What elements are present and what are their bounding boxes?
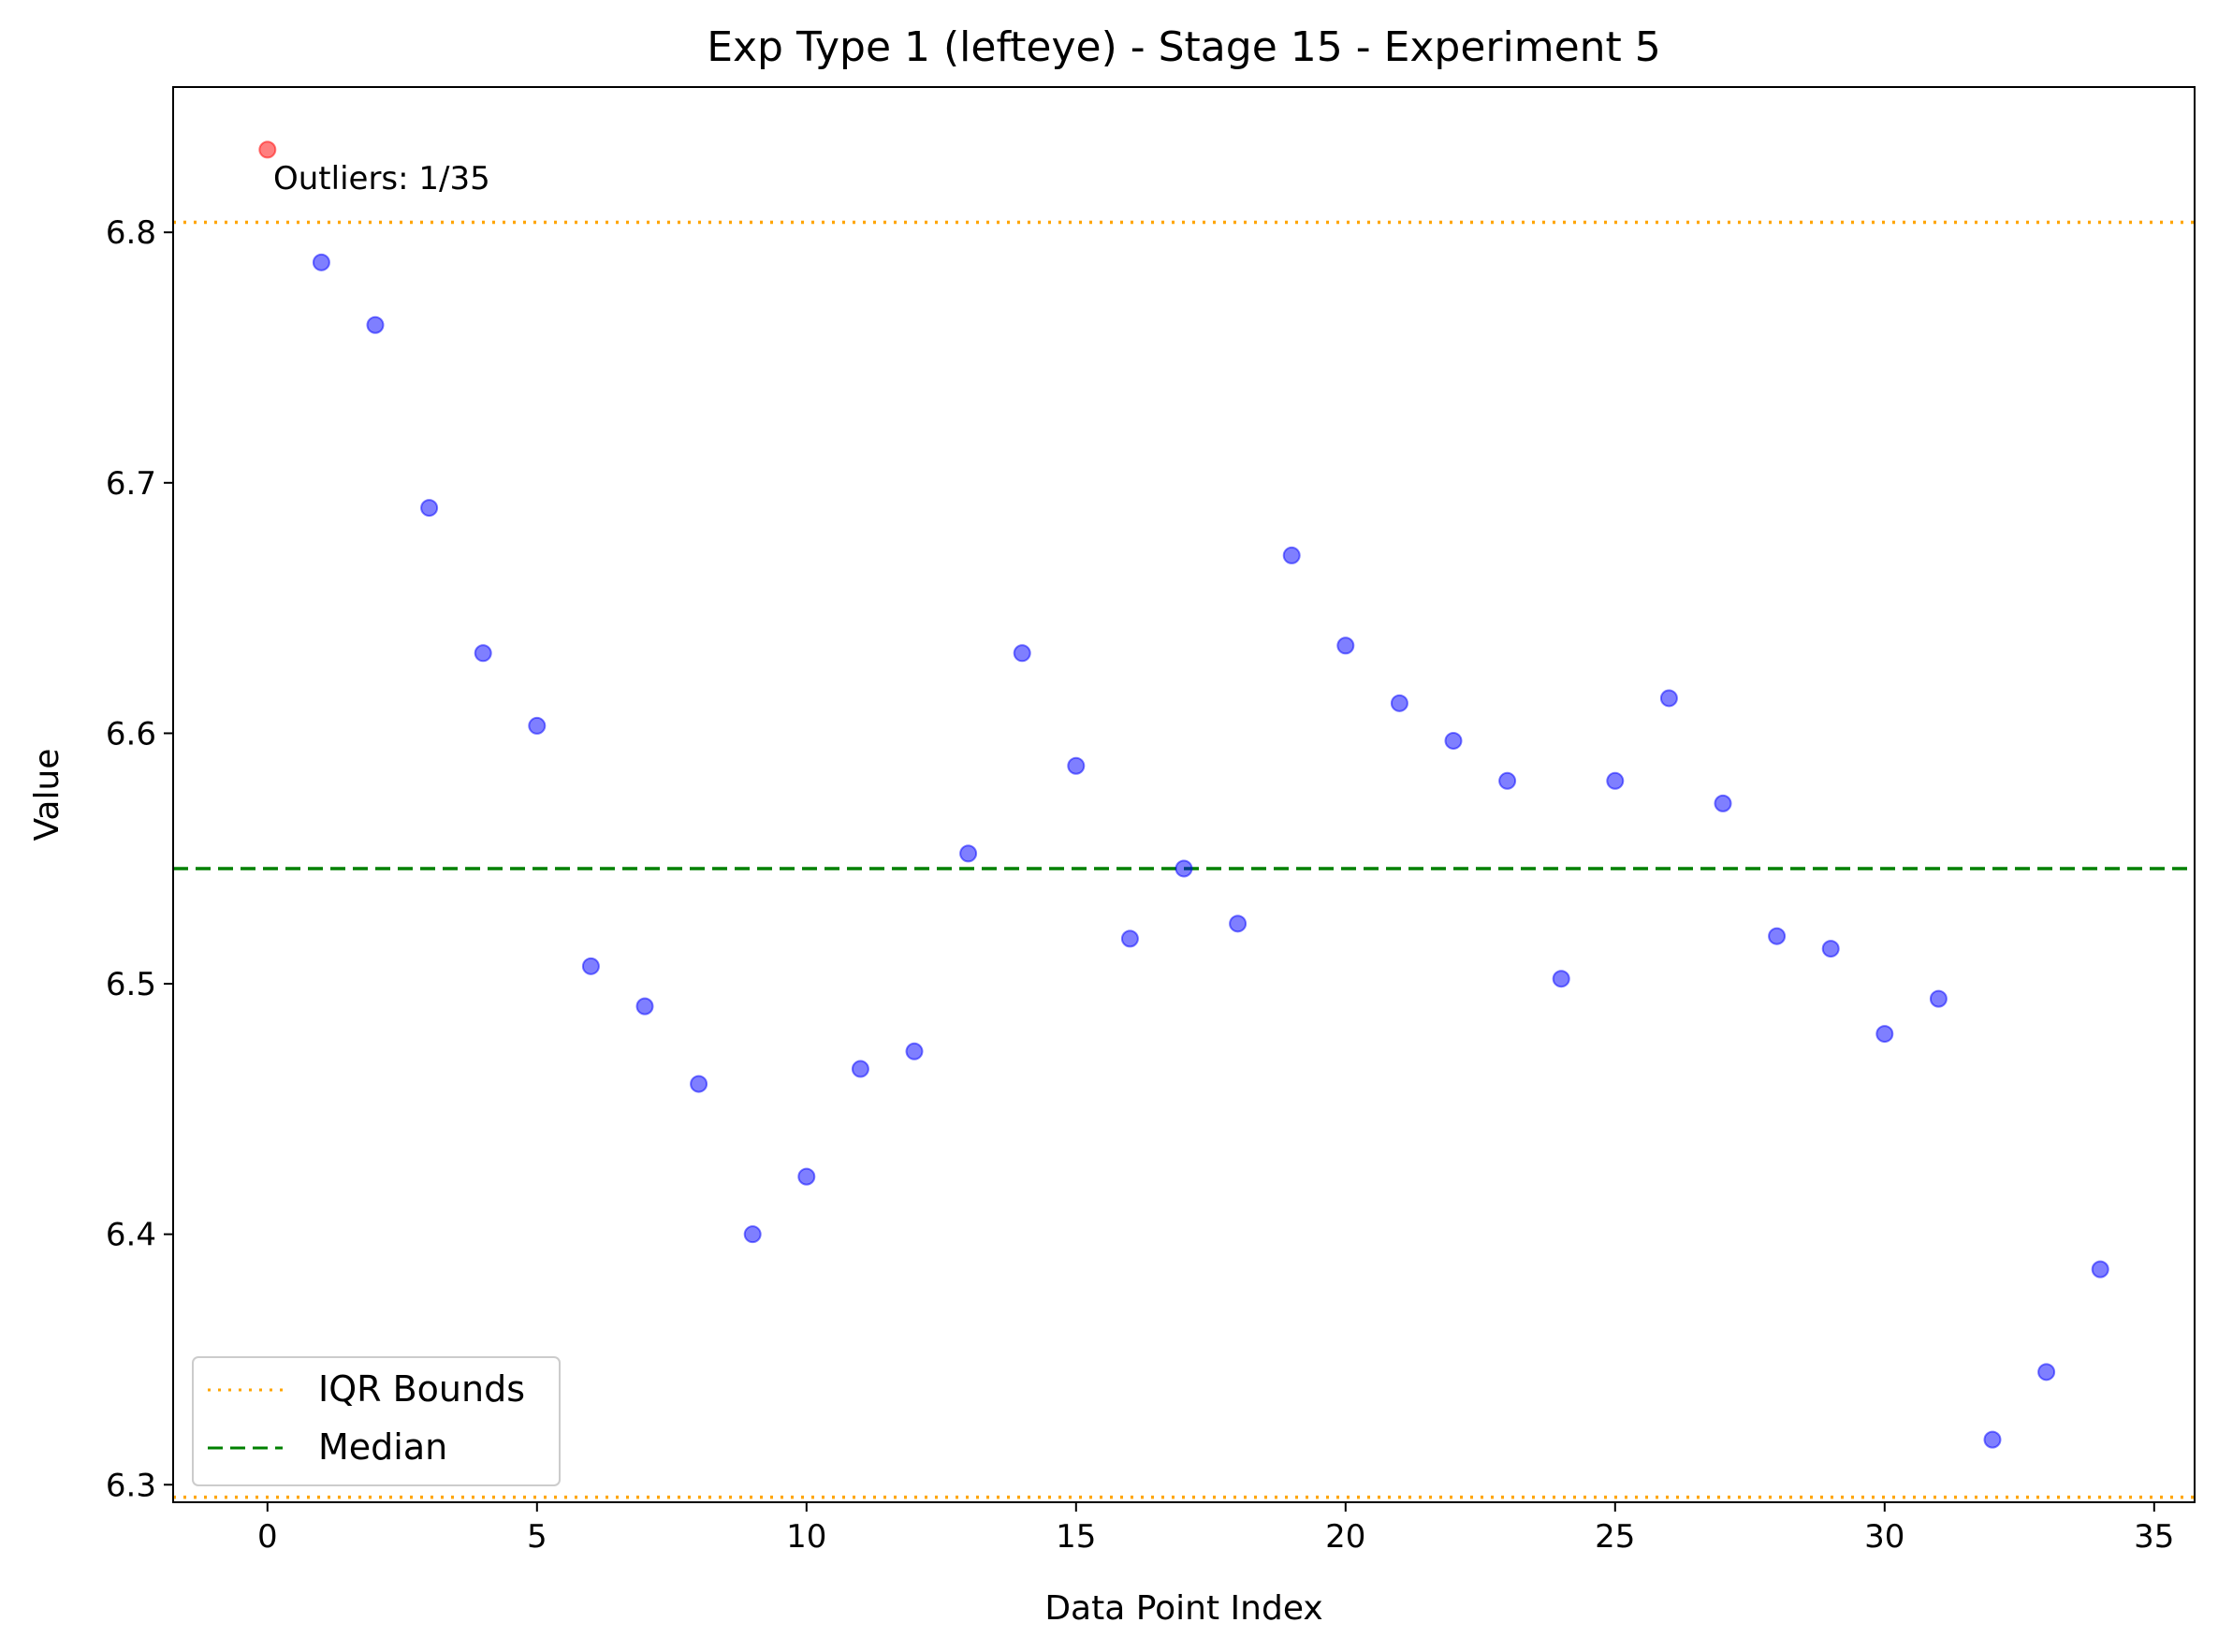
y-tick-label: 6.7 [106,465,156,503]
data-point [690,1075,708,1093]
data-point [1768,927,1787,945]
x-tick-label: 15 [1056,1518,1096,1556]
legend-label-iqr: IQR Bounds [318,1368,525,1410]
data-point [1175,859,1193,878]
data-point [959,844,978,863]
legend-label-median: Median [318,1426,447,1468]
data-point [2037,1363,2056,1382]
plot-frame [172,86,2196,1503]
data-point [1659,689,1678,708]
data-points [258,140,2109,1449]
data-point [528,716,547,735]
x-tick-label: 35 [2134,1518,2174,1556]
chart-title: Exp Type 1 (lefteye) - Stage 15 - Experi… [707,23,1661,71]
data-point [420,499,439,518]
data-point [905,1042,924,1060]
data-point [743,1225,762,1244]
y-tick-label: 6.8 [106,214,156,252]
data-point [1120,929,1139,948]
data-point [1552,970,1570,988]
data-point [2091,1260,2109,1279]
data-point [581,957,600,975]
data-point [1606,771,1625,790]
data-point [1229,914,1248,933]
y-axis: 6.3 6.4 6.5 6.6 6.7 6.8 [106,214,173,1504]
data-point [1821,940,1840,958]
data-point [1875,1025,1894,1044]
legend-box [192,1356,561,1486]
data-point [1929,989,1948,1008]
x-tick-label: 25 [1595,1518,1635,1556]
x-axis: 0 5 10 15 20 25 30 35 [257,1502,2174,1556]
y-tick-label: 6.4 [106,1217,156,1254]
y-tick-label: 6.5 [106,966,156,1003]
data-point [1444,731,1463,750]
data-point [1498,771,1517,790]
data-point [797,1167,816,1186]
y-axis-title: Value [28,749,66,841]
x-tick-label: 20 [1325,1518,1365,1556]
x-tick-label: 5 [527,1518,547,1556]
data-point [1282,546,1301,564]
outlier-point [258,140,277,159]
data-point [1067,756,1086,775]
x-axis-title: Data Point Index [1044,1589,1322,1628]
data-point [851,1060,869,1078]
data-point [312,253,330,271]
data-point [366,315,385,334]
y-tick-label: 6.6 [106,715,156,753]
x-tick-label: 0 [257,1518,278,1556]
data-point [1013,644,1031,663]
data-point [474,644,492,663]
data-point [1714,794,1732,812]
data-point [1983,1430,2002,1449]
y-tick-label: 6.3 [106,1467,156,1504]
data-point [635,997,654,1016]
outlier-annotation: Outliers: 1/35 [273,160,490,197]
legend: IQR Bounds Median [192,1356,561,1486]
data-point [1390,694,1408,712]
x-tick-label: 10 [786,1518,826,1556]
x-tick-label: 30 [1864,1518,1904,1556]
data-point [1336,636,1355,655]
